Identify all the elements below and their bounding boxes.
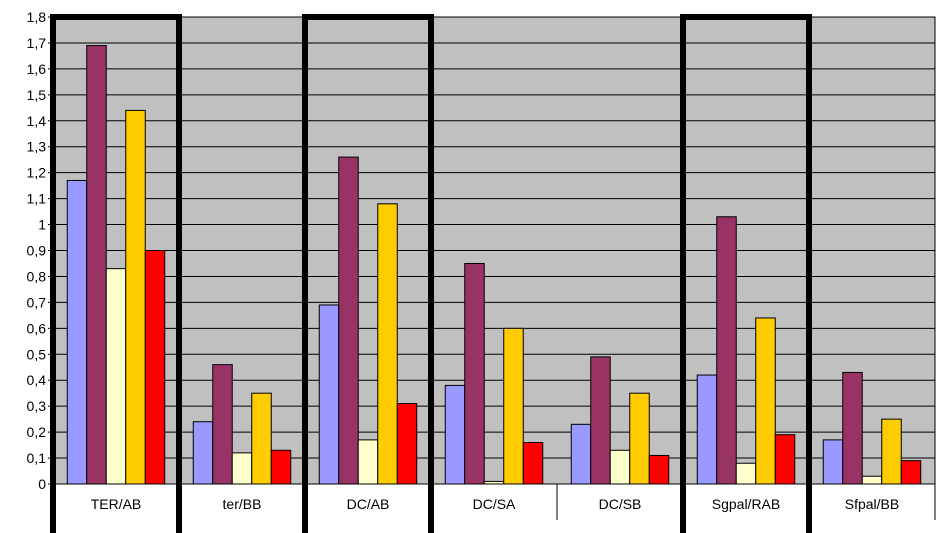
- y-tick-label: 0: [38, 476, 46, 492]
- bar: [396, 403, 418, 485]
- y-tick-label: 0,9: [27, 243, 47, 259]
- y-tick-label: 0,2: [27, 424, 47, 440]
- category-labels: TER/AB ter/BB DC/AB DC/SA DC/SB Sgpal/RAB Sfpa…: [91, 496, 900, 512]
- category-label: DC/AB: [347, 496, 390, 512]
- category-label: Sfpal/BB: [845, 496, 899, 512]
- bar: [231, 452, 253, 485]
- bar: [522, 441, 544, 485]
- bar: [755, 317, 776, 485]
- category-label: ter/BB: [223, 496, 262, 512]
- y-tick-label: 1,1: [27, 191, 47, 207]
- bar: [900, 460, 922, 485]
- y-tick-label: 0,1: [27, 450, 47, 466]
- bar: [444, 384, 466, 485]
- y-tick-label: 1,5: [27, 87, 47, 103]
- y-tick-label: 0,6: [27, 320, 47, 336]
- bar: [125, 109, 146, 485]
- y-tick-label: 0,4: [27, 372, 47, 388]
- highlight-box: [680, 14, 812, 533]
- bar: [735, 462, 757, 485]
- bar: [270, 449, 292, 485]
- y-tick-label: 0,5: [27, 346, 47, 362]
- bar: [503, 327, 524, 485]
- category-label: TER/AB: [91, 496, 142, 512]
- bar: [144, 250, 166, 485]
- bar: [86, 45, 107, 485]
- category-label: DC/SA: [473, 496, 516, 512]
- highlight-boxes: [50, 14, 812, 533]
- bar: [377, 203, 398, 485]
- bar: [648, 454, 670, 485]
- bar: [629, 392, 650, 485]
- y-tick-label: 1,7: [27, 35, 47, 51]
- bar: [66, 179, 88, 485]
- highlight-box: [50, 14, 182, 533]
- y-axis-ticks: 0 0,1 0,2 0,3 0,4 0,5 0,6 0,7 0,8 0,9 1 1,1 1,2 1,3 1,…: [27, 9, 53, 492]
- category-label: DC/SB: [599, 496, 642, 512]
- y-tick-label: 1,4: [27, 113, 47, 129]
- y-tick-label: 0,3: [27, 398, 47, 414]
- y-tick-label: 1,6: [27, 61, 47, 77]
- bar: [105, 268, 127, 485]
- y-tick-label: 0,7: [27, 294, 47, 310]
- y-tick-label: 1,3: [27, 139, 47, 155]
- bar: [861, 475, 883, 485]
- bar: [716, 216, 737, 485]
- category-label: Sgpal/RAB: [712, 496, 780, 512]
- bar: [822, 439, 844, 485]
- bar: [192, 421, 214, 485]
- y-tick-label: 1: [38, 217, 46, 233]
- bars: [66, 45, 922, 485]
- bar: [318, 304, 340, 485]
- highlight-box: [302, 14, 434, 533]
- y-tick-label: 1,2: [27, 165, 47, 181]
- bar: [251, 392, 272, 485]
- bar: [842, 371, 863, 485]
- bar: [696, 374, 718, 485]
- bar: [590, 356, 611, 485]
- gridlines: [53, 16, 935, 459]
- bar: [774, 434, 796, 485]
- bar: [464, 262, 485, 485]
- bar: [570, 423, 592, 485]
- bar: [212, 364, 233, 485]
- bar: [609, 449, 631, 485]
- y-tick-label: 1,8: [27, 9, 47, 25]
- bar: [881, 418, 902, 485]
- y-tick-label: 0,8: [27, 268, 47, 284]
- bar: [338, 156, 359, 485]
- bar: [357, 439, 379, 485]
